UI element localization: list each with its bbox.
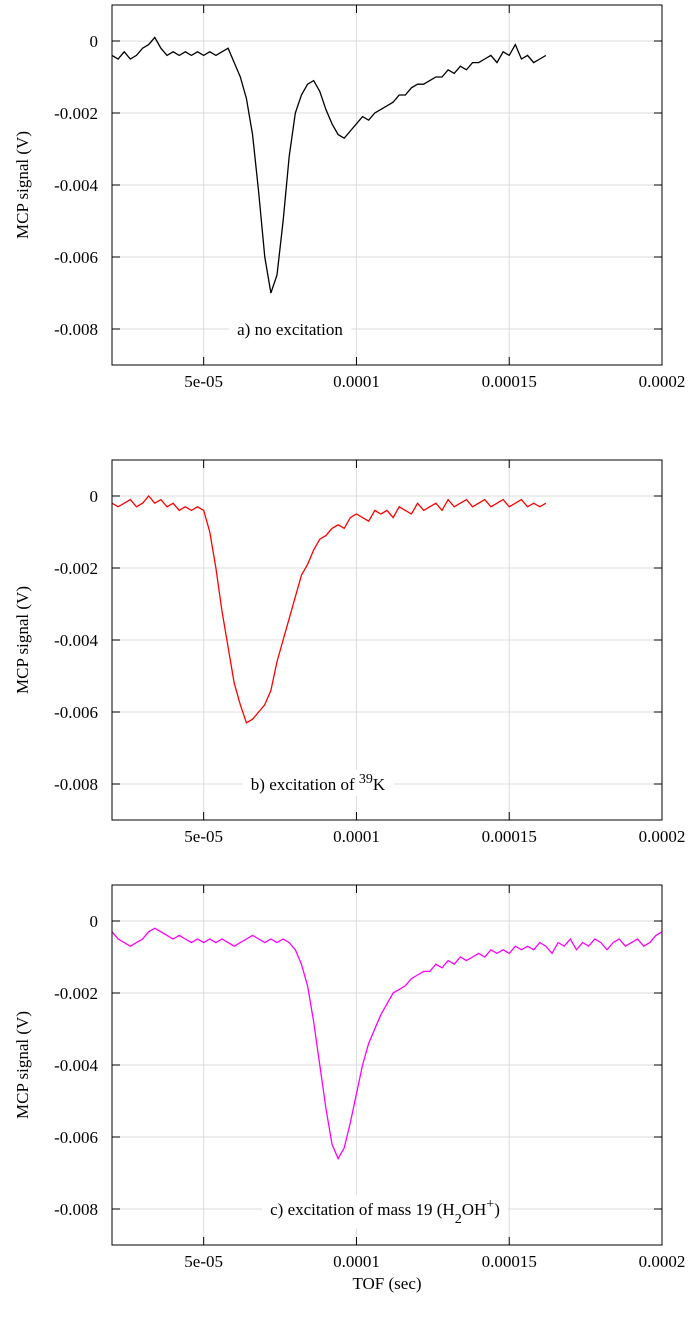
y-tick-label: -0.002: [54, 559, 98, 578]
y-tick-label: -0.008: [54, 775, 98, 794]
y-tick-label: -0.004: [54, 1056, 98, 1075]
x-axis-label: TOF (sec): [352, 1274, 421, 1293]
x-tick-label: 5e-05: [184, 372, 223, 391]
x-tick-label: 5e-05: [184, 1252, 223, 1271]
x-tick-label: 0.0001: [333, 372, 380, 391]
x-tick-label: 5e-05: [184, 827, 223, 846]
data-line: [111, 494, 547, 724]
annotation-part: 2: [455, 1212, 462, 1227]
plot-frame: [111, 459, 663, 821]
x-tick-label: 0.00015: [482, 372, 537, 391]
plot-frame: [111, 884, 663, 1246]
y-tick-label: 0: [90, 487, 99, 506]
y-axis-label: MCP signal (V): [13, 131, 32, 239]
y-tick-label: -0.008: [54, 320, 98, 339]
data-line: [111, 927, 663, 1161]
annotation-part: a) no excitation: [237, 320, 343, 339]
y-tick-label: -0.006: [54, 703, 98, 722]
annotation-part: OH: [462, 1200, 487, 1219]
x-tick-label: 0.0001: [333, 827, 380, 846]
y-tick-label: 0: [90, 32, 99, 51]
annotation: b) excitation of 39K: [251, 772, 386, 795]
data-line: [111, 36, 547, 294]
annotation-bg: [242, 769, 394, 796]
y-tick-label: -0.002: [54, 104, 98, 123]
y-tick-label: -0.006: [54, 248, 98, 267]
x-tick-label: 0.0001: [333, 1252, 380, 1271]
annotation-part: +: [486, 1197, 494, 1212]
y-tick-label: -0.002: [54, 984, 98, 1003]
annotation-bg: [262, 1194, 508, 1229]
x-tick-label: 0.0002: [639, 1252, 686, 1271]
annotation: c) excitation of mass 19 (H2OH+): [270, 1197, 500, 1227]
plot-frame: [111, 4, 663, 366]
y-tick-label: -0.006: [54, 1128, 98, 1147]
x-tick-label: 0.00015: [482, 827, 537, 846]
annotation-part: ): [494, 1200, 500, 1219]
x-tick-label: 0.0002: [639, 827, 686, 846]
x-tick-label: 0.00015: [482, 1252, 537, 1271]
x-tick-label: 0.0002: [639, 372, 686, 391]
y-tick-label: -0.004: [54, 631, 98, 650]
annotation: a) no excitation: [237, 320, 343, 339]
y-tick-label: -0.004: [54, 176, 98, 195]
annotation-part: c) excitation of mass 19 (H: [270, 1200, 455, 1219]
annotation-bg: [229, 318, 352, 341]
y-tick-label: 0: [90, 912, 99, 931]
annotation-part: b) excitation of: [251, 775, 359, 794]
annotation-part: K: [373, 775, 386, 794]
y-axis-label: MCP signal (V): [13, 586, 32, 694]
annotation-part: 39: [359, 772, 373, 787]
y-tick-label: -0.008: [54, 1200, 98, 1219]
y-axis-label: MCP signal (V): [13, 1011, 32, 1119]
